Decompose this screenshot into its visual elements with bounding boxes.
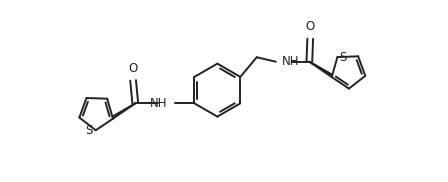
Text: S: S xyxy=(340,51,347,64)
Text: O: O xyxy=(129,62,138,75)
Text: NH: NH xyxy=(282,55,299,68)
Text: O: O xyxy=(306,20,315,33)
Text: S: S xyxy=(85,124,93,137)
Text: NH: NH xyxy=(150,97,167,110)
